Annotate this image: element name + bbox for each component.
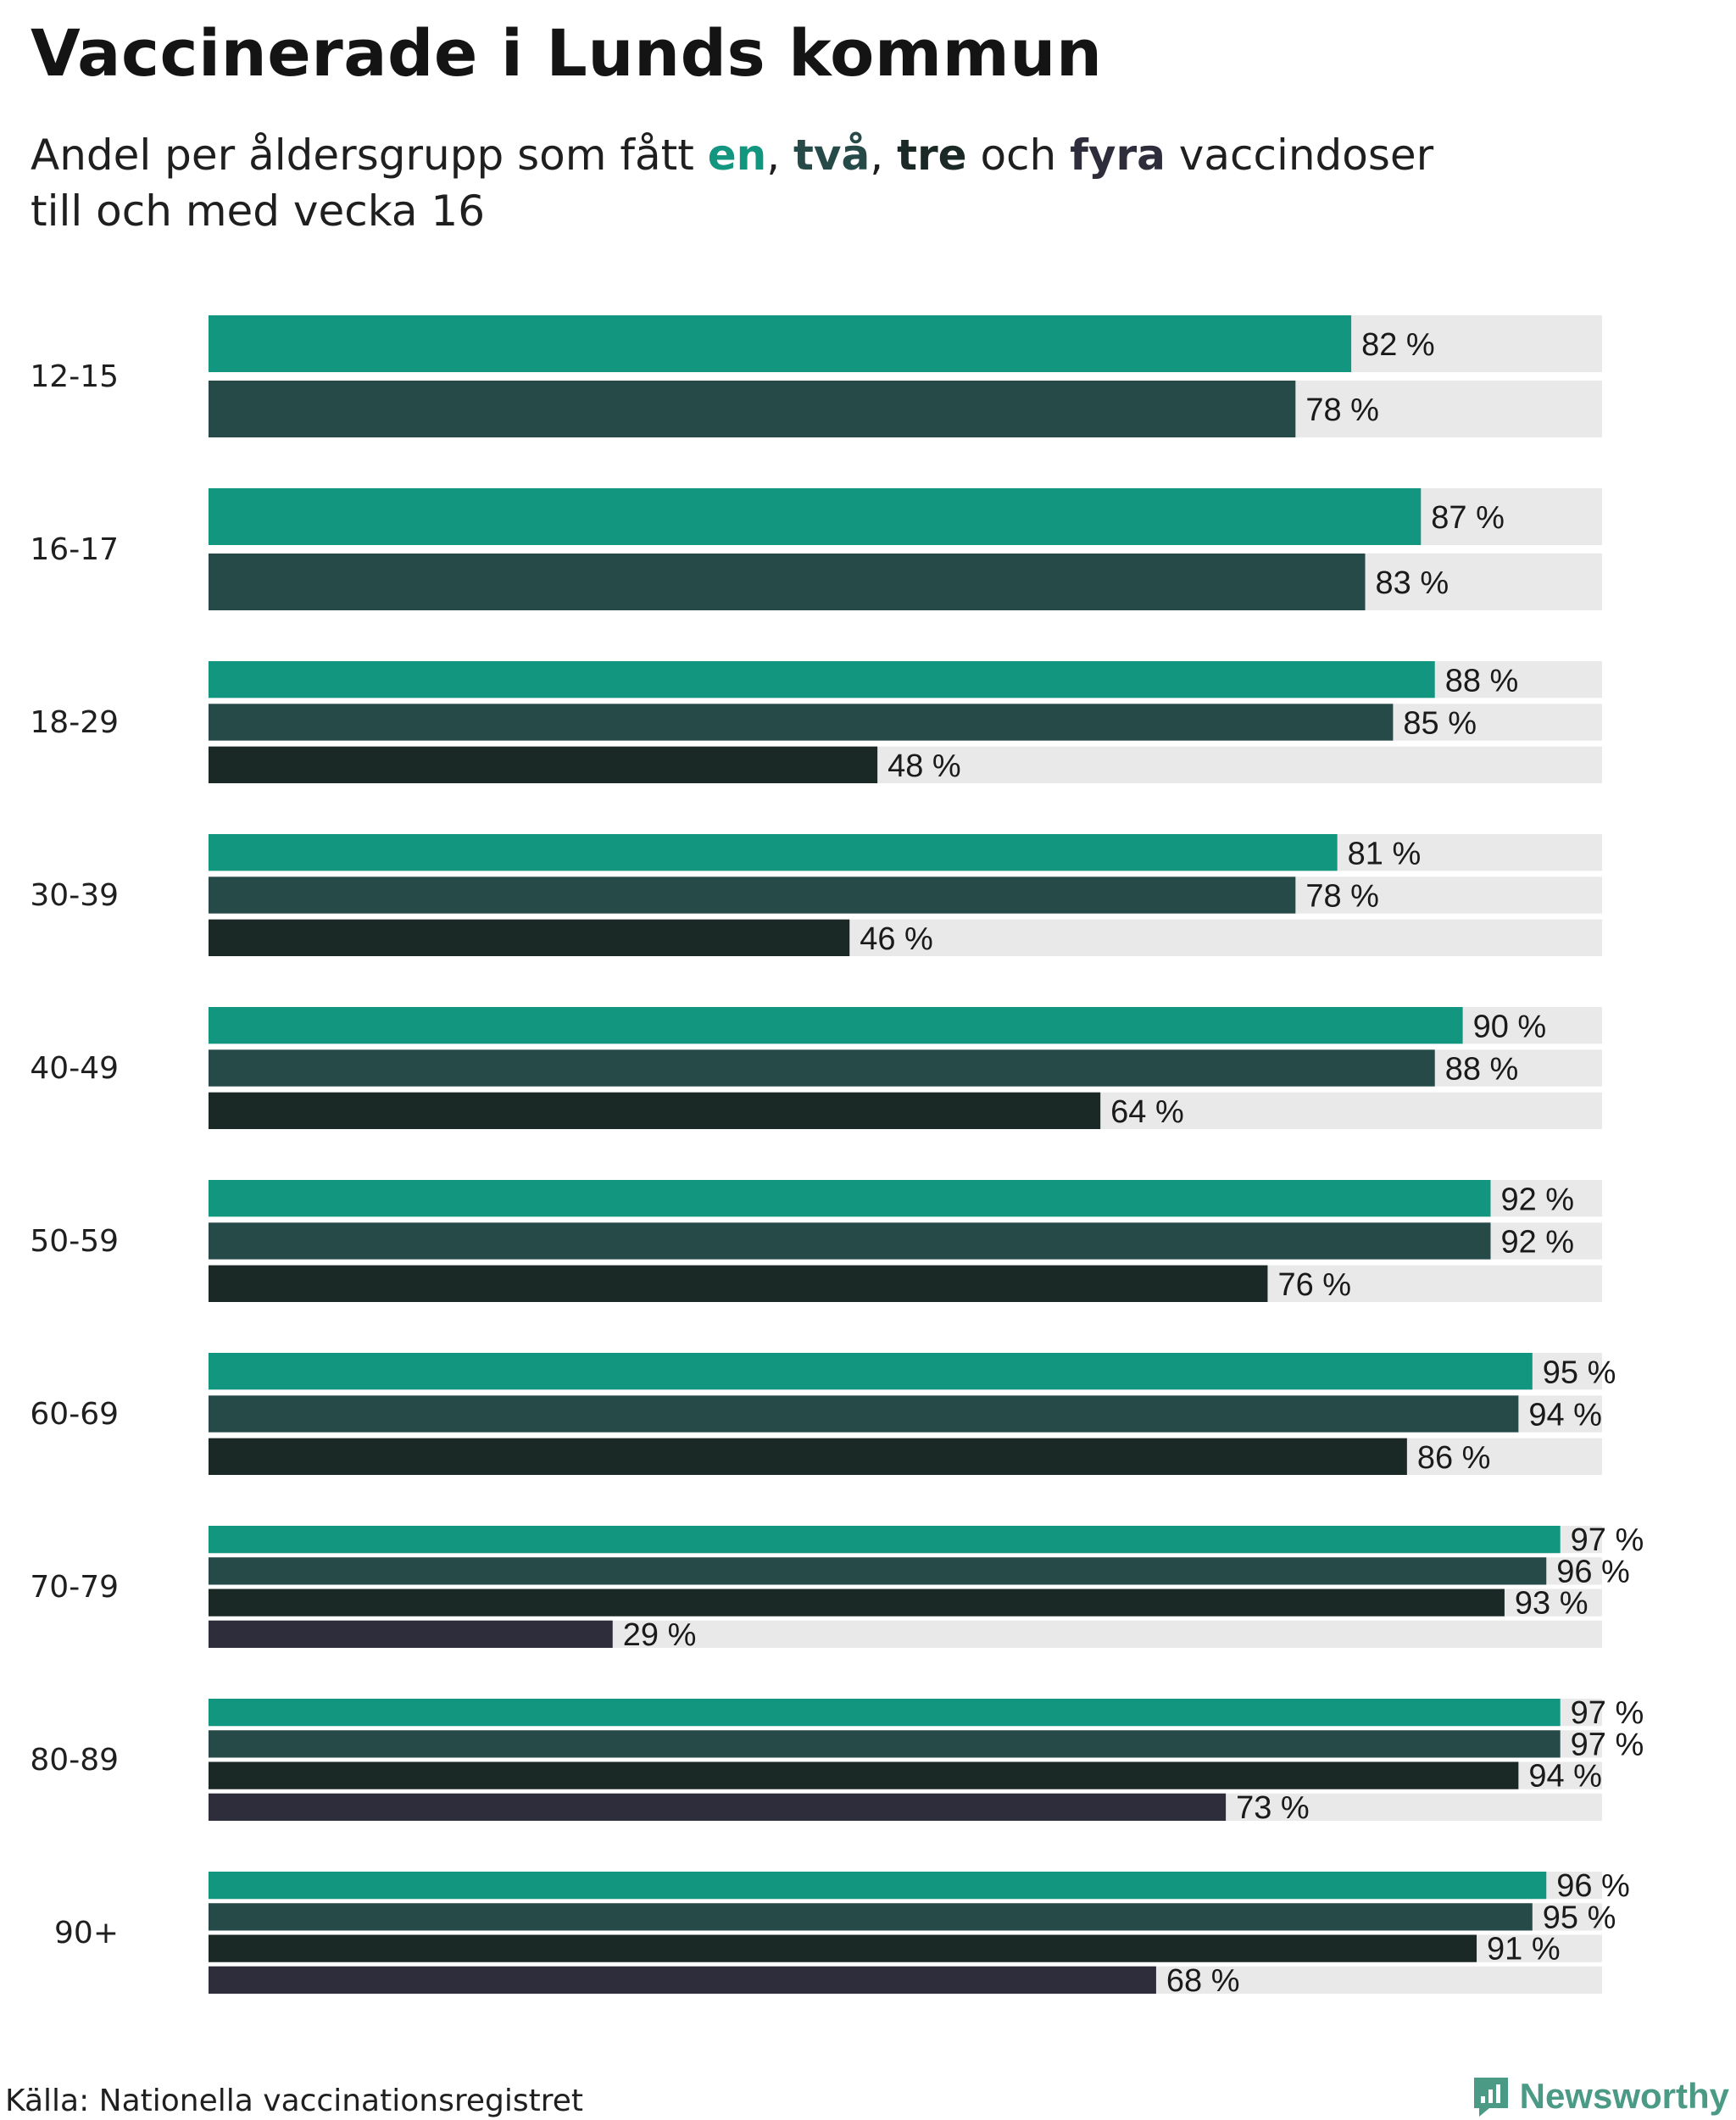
data-label: 81 % xyxy=(1348,836,1422,871)
data-label: 88 % xyxy=(1445,1052,1519,1088)
data-label: 68 % xyxy=(1166,1963,1240,1999)
bar-tva xyxy=(209,704,1394,741)
bar-fyra xyxy=(209,1620,613,1648)
bar-tre xyxy=(209,1092,1101,1129)
subtitle-prefix: Andel per åldersgrupp som fått xyxy=(31,131,708,180)
bar-en xyxy=(209,488,1422,545)
data-label: 87 % xyxy=(1431,500,1505,536)
category-label: 60-69 xyxy=(30,1397,119,1432)
bar-fyra xyxy=(209,1966,1156,1994)
data-label: 78 % xyxy=(1305,392,1379,428)
data-label: 94 % xyxy=(1528,1759,1602,1794)
data-label: 86 % xyxy=(1417,1440,1491,1476)
data-label: 97 % xyxy=(1571,1522,1644,1558)
subtitle-dose-one: en xyxy=(707,131,767,180)
data-label: 78 % xyxy=(1305,879,1379,915)
category-label: 16-17 xyxy=(30,532,119,567)
subtitle-comma: , xyxy=(766,131,794,180)
category-label: 30-39 xyxy=(30,878,119,913)
bar-tre xyxy=(209,919,850,956)
bar-tva xyxy=(209,1049,1435,1087)
bar-en xyxy=(209,1180,1491,1217)
data-label: 90 % xyxy=(1473,1009,1547,1044)
bar-tva xyxy=(209,554,1366,610)
category-label: 70-79 xyxy=(30,1570,119,1605)
data-label: 96 % xyxy=(1556,1868,1630,1904)
bar-tva xyxy=(209,876,1296,914)
brand-logo: Newsworthy xyxy=(1471,2073,1729,2120)
data-label: 97 % xyxy=(1571,1695,1644,1731)
bar-tva xyxy=(209,1222,1491,1260)
data-label: 76 % xyxy=(1277,1267,1351,1303)
subtitle-comma: , xyxy=(870,131,898,180)
category-label: 18-29 xyxy=(30,705,119,740)
bar-tre xyxy=(209,746,878,783)
data-label: 73 % xyxy=(1236,1790,1310,1826)
bar-tva xyxy=(209,1903,1533,1931)
data-label: 88 % xyxy=(1445,663,1519,698)
data-label: 92 % xyxy=(1500,1182,1574,1217)
bar-en xyxy=(209,661,1435,698)
data-label: 91 % xyxy=(1487,1932,1561,1967)
bar-tre xyxy=(209,1934,1477,1962)
bar-en xyxy=(209,315,1352,372)
data-label: 85 % xyxy=(1403,706,1477,742)
data-label: 96 % xyxy=(1556,1554,1630,1589)
newsworthy-logo-icon xyxy=(1473,2078,1508,2117)
bar-tre xyxy=(209,1265,1268,1302)
data-label: 29 % xyxy=(623,1617,697,1653)
data-label: 94 % xyxy=(1528,1398,1602,1433)
bar-tre xyxy=(209,1589,1505,1616)
brand-name: Newsworthy xyxy=(1519,2076,1729,2116)
category-label: 50-59 xyxy=(30,1224,119,1259)
bar-en xyxy=(209,1353,1533,1390)
data-label: 95 % xyxy=(1543,1900,1616,1935)
chart-subtitle: Andel per åldersgrupp som fått en, två, … xyxy=(31,127,1641,239)
subtitle-och: och xyxy=(966,131,1071,180)
subtitle-suffix: vaccindoser xyxy=(1165,131,1434,180)
source-note: Källa: Nationella vaccinationsregistret xyxy=(5,2084,583,2118)
category-label: 40-49 xyxy=(30,1051,119,1086)
data-label: 64 % xyxy=(1110,1094,1184,1130)
data-label: 95 % xyxy=(1543,1355,1616,1390)
category-label: 90+ xyxy=(54,1916,119,1950)
subtitle-dose-four: fyra xyxy=(1070,131,1166,180)
category-label: 12-15 xyxy=(30,359,119,394)
bar-en xyxy=(209,1872,1547,1900)
data-label: 46 % xyxy=(860,921,933,957)
data-label: 48 % xyxy=(887,748,961,784)
bar-en xyxy=(209,834,1338,871)
bar-chart: 12-15 82 % 78 % 16-17 87 % 83 % 18-29 88 % 85 % 4… xyxy=(30,315,1644,1999)
bar-en xyxy=(209,1699,1561,1727)
bar-en xyxy=(209,1526,1561,1554)
bar-tva xyxy=(209,1557,1547,1585)
subtitle-dose-two: två xyxy=(793,131,871,180)
bar-tva xyxy=(209,1730,1561,1758)
data-label: 83 % xyxy=(1376,565,1449,601)
bar-tre xyxy=(209,1761,1519,1789)
bar-en xyxy=(209,1007,1463,1044)
data-label: 92 % xyxy=(1500,1225,1574,1260)
bar-tva xyxy=(209,1395,1519,1433)
chart-title: Vaccinerade i Lunds kommun xyxy=(31,15,1103,91)
category-label: 80-89 xyxy=(30,1743,119,1778)
bar-tre xyxy=(209,1438,1407,1475)
data-label: 93 % xyxy=(1515,1586,1589,1622)
subtitle-dose-three: tre xyxy=(897,131,967,180)
bar-fyra xyxy=(209,1793,1227,1821)
data-label: 97 % xyxy=(1571,1727,1644,1762)
data-label: 82 % xyxy=(1361,327,1435,363)
subtitle-line-2: till och med vecka 16 xyxy=(31,186,486,236)
bar-tva xyxy=(209,381,1296,437)
